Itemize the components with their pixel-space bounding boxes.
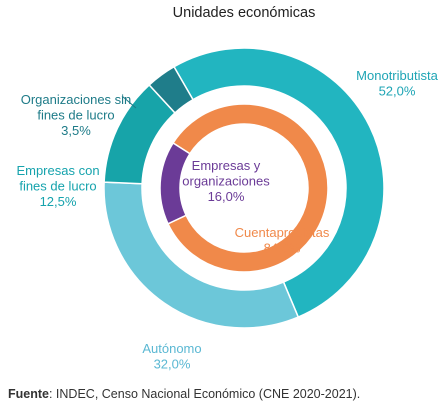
label-line: 32,0% xyxy=(154,357,191,372)
label-line: Organizaciones sin xyxy=(21,92,132,107)
label-line: Cuentapropistas xyxy=(235,225,330,240)
label-organizaciones-sin: Organizaciones sin fines de lucro 3,5% xyxy=(21,92,132,138)
label-cuentapropistas: Cuentapropistas 84,0% xyxy=(235,225,330,256)
inner-ring xyxy=(159,103,329,273)
label-line: Autónomo xyxy=(142,341,201,356)
label-line: fines de lucro xyxy=(37,108,114,123)
label-line: Empresas y xyxy=(192,158,261,173)
label-empresas-y: Empresas y organizaciones 16,0% xyxy=(182,158,270,204)
source-note: Fuente: INDEC, Censo Nacional Económico … xyxy=(8,387,360,401)
slice-labels: Monotributista 52,0% Autónomo 32,0% Empresas… xyxy=(16,68,438,372)
source-label: Fuente xyxy=(8,387,49,401)
source-text: : INDEC, Censo Nacional Económico (CNE 2… xyxy=(48,387,361,401)
label-line: organizaciones xyxy=(182,174,270,189)
donut-chart: Unidades económicas Monotributista 52,0% A… xyxy=(16,5,438,372)
slice-organizaciones-sin xyxy=(148,65,195,114)
outer-ring xyxy=(103,47,385,329)
label-line: 16,0% xyxy=(208,189,245,204)
label-autonomo: Autónomo 32,0% xyxy=(142,341,201,372)
label-line: 84,0% xyxy=(264,241,301,256)
label-monotributista: Monotributista 52,0% xyxy=(356,68,438,99)
label-empresas-con: Empresas con fines de lucro 12,5% xyxy=(16,163,99,209)
label-line: 52,0% xyxy=(379,84,416,99)
label-line: 12,5% xyxy=(40,194,77,209)
label-line: fines de lucro xyxy=(19,179,96,194)
label-line: Monotributista xyxy=(356,68,438,83)
slice-empresas-y xyxy=(159,141,191,225)
chart-title: Unidades económicas xyxy=(173,5,316,21)
label-line: 3,5% xyxy=(61,123,91,138)
slice-monotributista xyxy=(172,47,385,319)
leader-line xyxy=(121,95,137,109)
slice-cuentapropistas xyxy=(166,103,329,273)
label-line: Empresas con xyxy=(16,163,99,178)
